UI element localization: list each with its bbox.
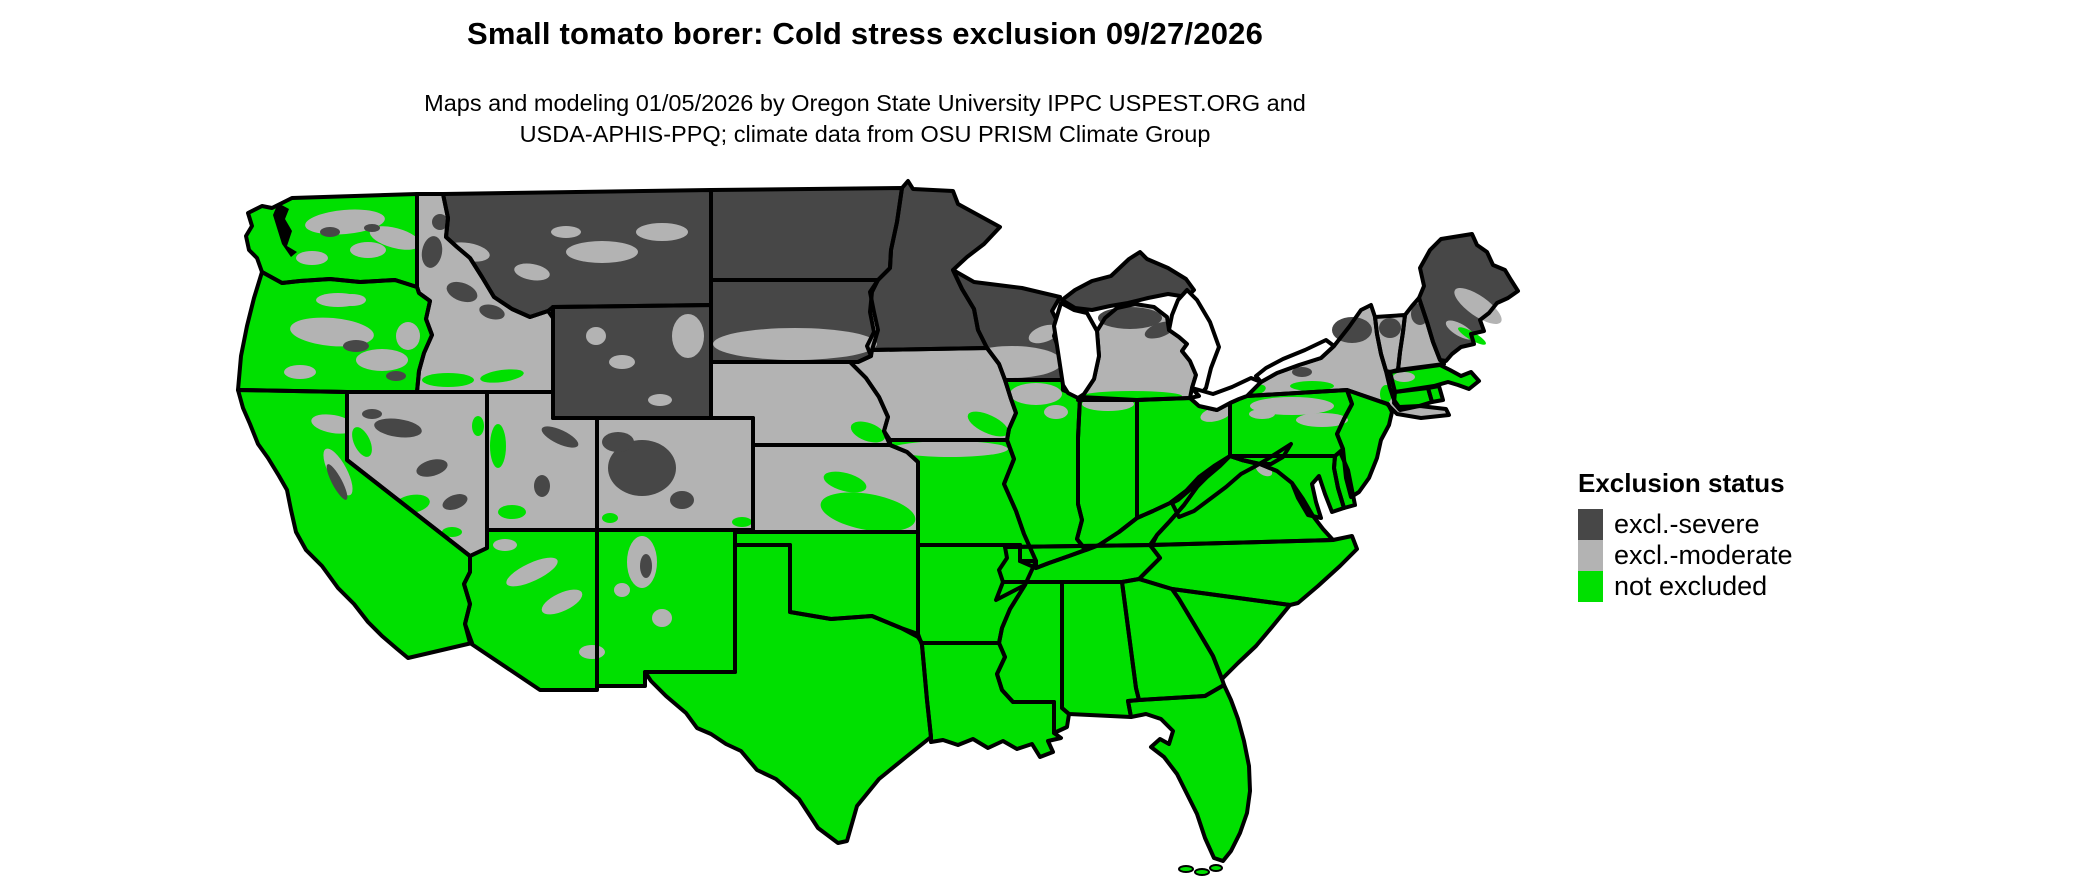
legend-item-moderate: excl.-moderate xyxy=(1578,540,2058,571)
map-subtitle: Maps and modeling 01/05/2026 by Oregon S… xyxy=(0,88,1730,150)
title-block: Small tomato borer: Cold stress exclusio… xyxy=(0,16,1730,52)
terrain-texture xyxy=(284,209,1502,659)
puget-sound xyxy=(273,203,297,257)
state-arizona xyxy=(464,530,597,690)
lake-ontario xyxy=(1254,338,1336,384)
lake-michigan xyxy=(1052,301,1101,400)
lake-huron xyxy=(1167,288,1221,398)
state-new-mexico xyxy=(597,530,735,686)
legend: Exclusion status excl.-severe excl.-mode… xyxy=(1578,468,2058,602)
florida-keys xyxy=(1178,864,1223,876)
great-lakes xyxy=(273,203,1336,412)
lake-erie xyxy=(1188,376,1263,412)
legend-item-not-excluded: not excluded xyxy=(1578,571,2058,602)
state-florida xyxy=(1128,685,1250,861)
legend-swatch-moderate xyxy=(1578,540,1603,571)
legend-label-moderate: excl.-moderate xyxy=(1614,540,1793,570)
legend-item-severe: excl.-severe xyxy=(1578,509,2058,540)
legend-swatch-not-excluded xyxy=(1578,571,1603,602)
map-subtitle-line1: Maps and modeling 01/05/2026 by Oregon S… xyxy=(424,90,1306,116)
legend-label-severe: excl.-severe xyxy=(1614,509,1760,539)
state-north-dakota xyxy=(711,188,902,280)
legend-title: Exclusion status xyxy=(1578,468,1785,498)
map-subtitle-line2: USDA-APHIS-PPQ; climate data from OSU PR… xyxy=(519,121,1211,147)
legend-swatch-severe xyxy=(1578,509,1603,540)
map-title: Small tomato borer: Cold stress exclusio… xyxy=(466,16,1264,51)
legend-label-not-excluded: not excluded xyxy=(1614,571,1768,601)
